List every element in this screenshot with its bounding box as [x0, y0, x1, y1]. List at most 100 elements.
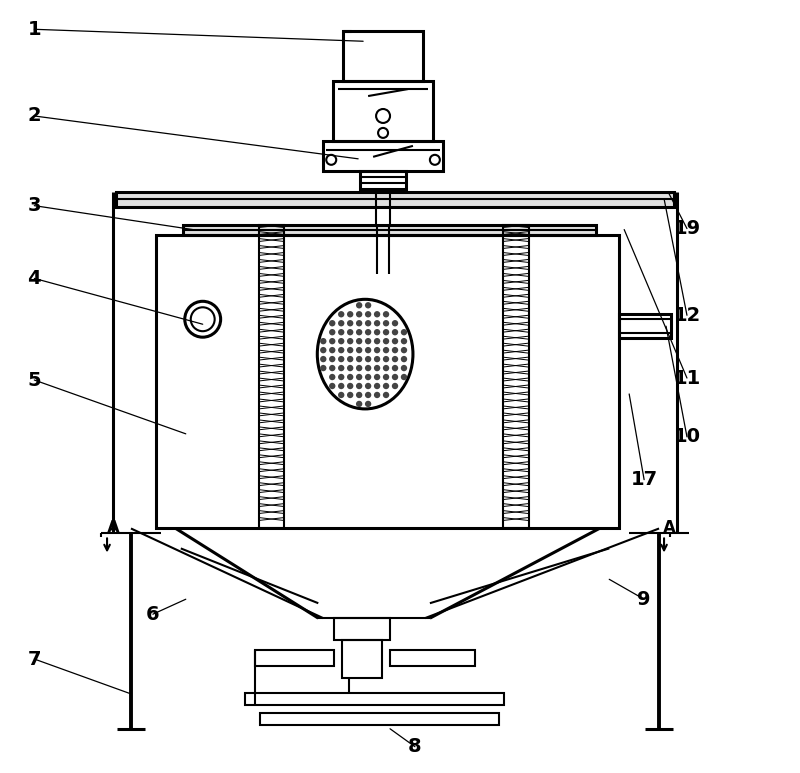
Bar	[334, 81, 433, 141]
Circle shape	[347, 392, 354, 398]
Circle shape	[356, 311, 362, 318]
Circle shape	[392, 383, 398, 389]
Circle shape	[374, 347, 380, 353]
Circle shape	[329, 374, 335, 380]
Circle shape	[383, 356, 390, 363]
Circle shape	[338, 383, 345, 389]
Text: 17: 17	[630, 470, 658, 489]
Bar	[342, 640, 382, 678]
Circle shape	[338, 311, 345, 318]
Bar	[116, 192, 674, 206]
Circle shape	[356, 356, 362, 363]
Circle shape	[401, 338, 407, 344]
Circle shape	[356, 400, 362, 407]
Circle shape	[347, 365, 354, 371]
Bar	[343, 31, 423, 81]
Circle shape	[356, 383, 362, 389]
Circle shape	[365, 329, 371, 335]
Bar	[323, 141, 443, 171]
Text: 1: 1	[27, 20, 41, 39]
Text: 8: 8	[408, 737, 422, 756]
Circle shape	[338, 329, 345, 335]
Circle shape	[392, 347, 398, 353]
Circle shape	[374, 383, 380, 389]
Circle shape	[365, 356, 371, 363]
Circle shape	[374, 320, 380, 326]
Circle shape	[392, 374, 398, 380]
Circle shape	[383, 392, 390, 398]
Bar	[619, 315, 671, 338]
Text: 10: 10	[674, 427, 701, 446]
Text: 12: 12	[674, 306, 701, 325]
Circle shape	[392, 356, 398, 363]
Circle shape	[401, 365, 407, 371]
Circle shape	[338, 347, 345, 353]
Circle shape	[365, 374, 371, 380]
Circle shape	[365, 383, 371, 389]
Circle shape	[320, 356, 326, 363]
Bar	[502, 225, 529, 529]
Circle shape	[374, 356, 380, 363]
Circle shape	[383, 374, 390, 380]
Bar	[156, 234, 619, 529]
Circle shape	[365, 311, 371, 318]
Bar	[258, 225, 285, 529]
Circle shape	[347, 311, 354, 318]
Bar	[254, 650, 334, 666]
Text: 11: 11	[674, 369, 701, 387]
Circle shape	[347, 338, 354, 344]
Circle shape	[374, 365, 380, 371]
Circle shape	[329, 356, 335, 363]
Text: 7: 7	[27, 649, 41, 669]
Circle shape	[347, 320, 354, 326]
Text: 9: 9	[638, 590, 651, 608]
Circle shape	[383, 347, 390, 353]
Circle shape	[383, 383, 390, 389]
Circle shape	[365, 365, 371, 371]
Circle shape	[401, 374, 407, 380]
Circle shape	[356, 329, 362, 335]
Bar	[182, 225, 596, 234]
Circle shape	[365, 302, 371, 308]
Circle shape	[338, 374, 345, 380]
Circle shape	[365, 347, 371, 353]
Circle shape	[374, 374, 380, 380]
Circle shape	[383, 365, 390, 371]
Circle shape	[392, 365, 398, 371]
Circle shape	[401, 329, 407, 335]
Circle shape	[338, 356, 345, 363]
Circle shape	[347, 356, 354, 363]
Text: 19: 19	[674, 219, 701, 238]
Circle shape	[347, 329, 354, 335]
Circle shape	[356, 392, 362, 398]
Text: 6: 6	[146, 604, 160, 624]
Circle shape	[383, 329, 390, 335]
Bar	[245, 693, 504, 705]
Circle shape	[374, 338, 380, 344]
Text: 3: 3	[27, 196, 41, 215]
Circle shape	[374, 311, 380, 318]
Circle shape	[383, 311, 390, 318]
Bar	[259, 713, 498, 725]
Circle shape	[365, 400, 371, 407]
Text: 2: 2	[27, 107, 41, 125]
Circle shape	[365, 320, 371, 326]
Circle shape	[401, 356, 407, 363]
Circle shape	[356, 320, 362, 326]
Bar	[334, 618, 390, 640]
Circle shape	[329, 347, 335, 353]
Circle shape	[401, 347, 407, 353]
Circle shape	[392, 329, 398, 335]
Circle shape	[365, 392, 371, 398]
Text: 5: 5	[27, 370, 41, 390]
Circle shape	[356, 365, 362, 371]
Circle shape	[356, 374, 362, 380]
Circle shape	[392, 320, 398, 326]
Circle shape	[356, 347, 362, 353]
Circle shape	[320, 347, 326, 353]
Text: 4: 4	[27, 269, 41, 288]
Circle shape	[374, 392, 380, 398]
Circle shape	[329, 338, 335, 344]
Circle shape	[320, 365, 326, 371]
Circle shape	[383, 320, 390, 326]
